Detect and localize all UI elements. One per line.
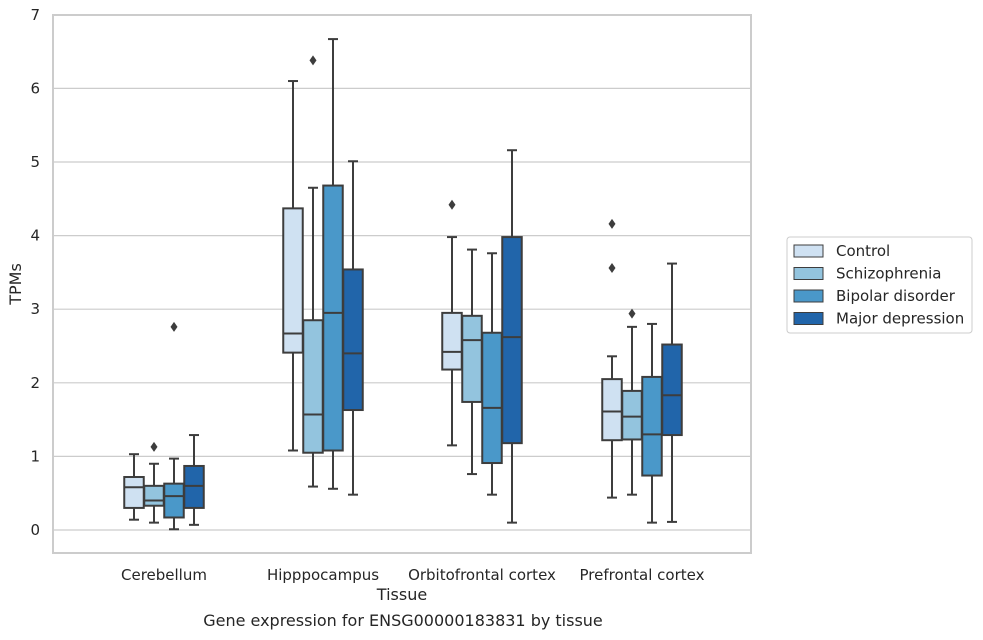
y-tick-label: 6 xyxy=(30,79,40,97)
outlier-point xyxy=(309,55,317,66)
legend-frame xyxy=(786,236,973,334)
outlier-point xyxy=(150,441,158,452)
box xyxy=(481,331,503,465)
box xyxy=(183,464,205,509)
legend-label: Schizophrenia xyxy=(836,265,941,283)
legend-swatch xyxy=(793,244,824,258)
box-groups xyxy=(123,38,683,531)
box-group xyxy=(322,38,344,490)
y-tick-label: 4 xyxy=(30,227,40,245)
box xyxy=(501,236,523,445)
x-axis-label: Tissue xyxy=(376,585,427,604)
box xyxy=(143,484,165,507)
box xyxy=(461,314,483,403)
y-tick-label: 3 xyxy=(30,300,40,318)
y-tick-label: 0 xyxy=(30,521,40,539)
y-tick-label: 5 xyxy=(30,153,40,171)
box-group xyxy=(481,252,503,496)
box xyxy=(621,389,643,441)
box-group xyxy=(661,262,683,523)
box xyxy=(322,184,344,452)
chart-caption: Gene expression for ENSG00000183831 by t… xyxy=(203,611,603,630)
box xyxy=(601,378,623,442)
box xyxy=(661,343,683,437)
box-group xyxy=(461,248,483,476)
box-group xyxy=(302,55,324,488)
outlier-point xyxy=(628,308,636,319)
box-group xyxy=(501,149,523,524)
y-axis-label: TPMs xyxy=(6,263,25,306)
legend-swatch xyxy=(793,289,824,303)
legend-label: Control xyxy=(836,242,890,260)
box-group xyxy=(601,218,623,499)
x-tick-label: Prefrontal cortex xyxy=(580,566,705,584)
box xyxy=(302,319,324,454)
box xyxy=(342,268,364,412)
box-group xyxy=(123,453,145,521)
legend-swatch xyxy=(793,312,824,325)
outlier-point xyxy=(448,199,456,210)
outlier-point xyxy=(170,321,178,332)
x-tick-label: Hipppocampus xyxy=(267,566,379,584)
y-tick-label: 1 xyxy=(30,447,40,465)
box-group xyxy=(641,322,663,524)
legend-label: Bipolar disorder xyxy=(836,287,956,305)
legend-swatch xyxy=(793,267,824,280)
box-group xyxy=(441,199,463,447)
box xyxy=(441,311,463,371)
legend-label: Major depression xyxy=(836,310,964,328)
box xyxy=(123,476,145,509)
legend: Control Schizophrenia Bipolar disorder Majo… xyxy=(786,236,973,334)
y-tick-labels: 0 1 2 3 4 5 6 7 xyxy=(30,6,40,539)
grid-lines xyxy=(53,14,751,531)
plot-frame xyxy=(52,14,752,554)
box xyxy=(163,482,185,519)
box-group xyxy=(282,80,304,452)
x-tick-label: Orbitofrontal cortex xyxy=(408,566,556,584)
box xyxy=(641,375,663,477)
outlier-point xyxy=(608,262,616,273)
box xyxy=(282,207,304,354)
x-tick-labels: Cerebellum Hipppocampus Orbitofrontal cort… xyxy=(121,566,705,584)
y-tick-label: 7 xyxy=(30,6,40,24)
y-tick-label: 2 xyxy=(30,374,40,392)
outlier-point xyxy=(608,218,616,229)
box-group xyxy=(621,308,643,496)
box-group xyxy=(183,434,205,526)
x-tick-label: Cerebellum xyxy=(121,566,207,584)
box-group xyxy=(342,160,364,496)
box-group xyxy=(143,441,165,524)
box-group xyxy=(163,321,185,531)
